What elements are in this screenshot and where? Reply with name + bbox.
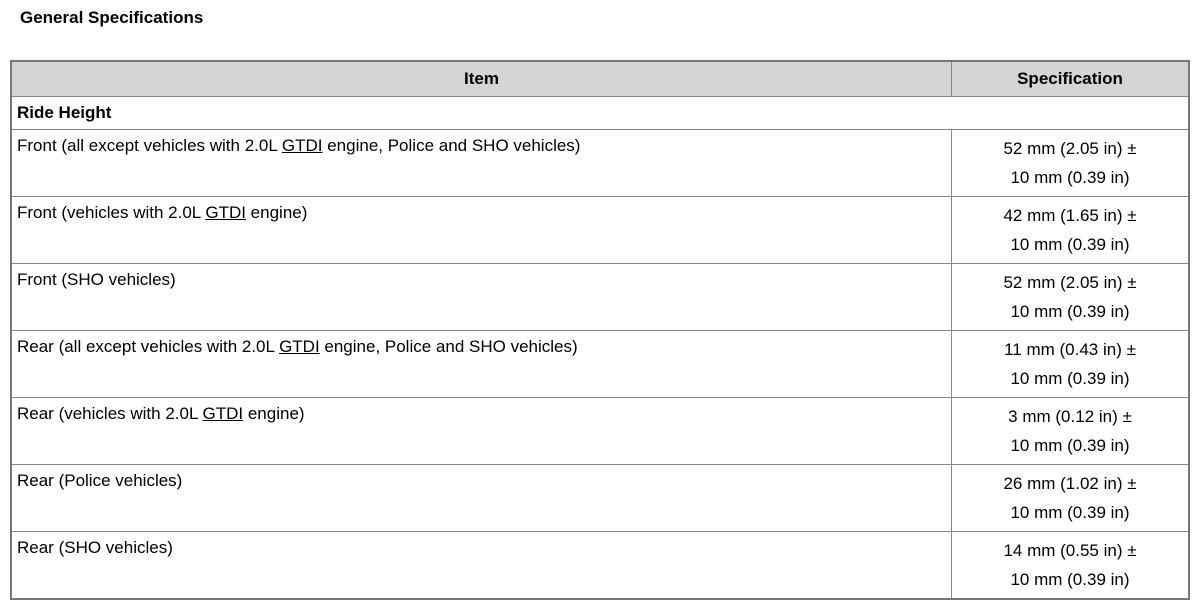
spec-cell: 26 mm (1.02 in) ± 10 mm (0.39 in) <box>951 464 1190 532</box>
item-text: Rear (Police vehicles) <box>17 471 183 490</box>
item-cell: Rear (Police vehicles) <box>10 464 952 532</box>
item-cell: Rear (all except vehicles with 2.0L GTDI… <box>10 330 952 398</box>
spec-cell: 42 mm (1.65 in) ± 10 mm (0.39 in) <box>951 196 1190 264</box>
item-text: Rear (vehicles with 2.0L <box>17 404 203 423</box>
item-text: Rear (SHO vehicles) <box>17 538 173 557</box>
spec-value: 3 mm (0.12 in) ± <box>1008 407 1132 426</box>
item-cell: Front (vehicles with 2.0L GTDI engine) <box>10 196 952 264</box>
table-row: Front (vehicles with 2.0L GTDI engine) 42… <box>10 196 1190 264</box>
spec-tolerance: 10 mm (0.39 in) <box>1010 302 1130 321</box>
spec-value: 52 mm (2.05 in) ± <box>1003 273 1137 292</box>
item-text: engine) <box>243 404 305 423</box>
table-row: Front (SHO vehicles) 52 mm (2.05 in) ± 10 … <box>10 263 1190 331</box>
table-row: Rear (SHO vehicles) 14 mm (0.55 in) ± 10 m… <box>10 531 1190 600</box>
abbreviation-link[interactable]: GTDI <box>279 337 320 356</box>
item-text: Front (all except vehicles with 2.0L <box>17 136 282 155</box>
table-row: Rear (all except vehicles with 2.0L GTDI… <box>10 330 1190 398</box>
item-text: engine, Police and SHO vehicles) <box>322 136 581 155</box>
spec-value: 26 mm (1.02 in) ± <box>1003 474 1137 493</box>
spec-tolerance: 10 mm (0.39 in) <box>1010 235 1130 254</box>
table-row: Front (all except vehicles with 2.0L GTD… <box>10 129 1190 197</box>
item-cell: Front (SHO vehicles) <box>10 263 952 331</box>
spec-cell: 52 mm (2.05 in) ± 10 mm (0.39 in) <box>951 263 1190 331</box>
spec-tolerance: 10 mm (0.39 in) <box>1010 168 1130 187</box>
item-text: engine, Police and SHO vehicles) <box>319 337 578 356</box>
spec-value: 52 mm (2.05 in) ± <box>1003 139 1137 158</box>
header-item: Item <box>10 60 952 97</box>
spec-tolerance: 10 mm (0.39 in) <box>1010 369 1130 388</box>
item-cell: Front (all except vehicles with 2.0L GTD… <box>10 129 952 197</box>
page-title: General Specifications <box>20 8 204 27</box>
spec-cell: 14 mm (0.55 in) ± 10 mm (0.39 in) <box>951 531 1190 600</box>
item-text: engine) <box>245 203 308 222</box>
spec-cell: 52 mm (2.05 in) ± 10 mm (0.39 in) <box>951 129 1190 197</box>
spec-cell: 3 mm (0.12 in) ± 10 mm (0.39 in) <box>951 397 1190 465</box>
spec-tolerance: 10 mm (0.39 in) <box>1010 570 1130 589</box>
abbreviation-link[interactable]: GTDI <box>281 136 323 155</box>
spec-tolerance: 10 mm (0.39 in) <box>1010 503 1130 522</box>
abbreviation-link[interactable]: GTDI <box>202 404 244 423</box>
abbreviation-link[interactable]: GTDI <box>205 203 246 222</box>
table-row: Rear (Police vehicles) 26 mm (1.02 in) ± 1… <box>10 464 1190 532</box>
table-row: Rear (vehicles with 2.0L GTDI engine) 3 m… <box>10 397 1190 465</box>
specifications-table: Item Specification Ride Height Front (al… <box>10 60 1190 600</box>
spec-tolerance: 10 mm (0.39 in) <box>1010 436 1130 455</box>
item-text: Rear (all except vehicles with 2.0L <box>17 337 280 356</box>
table-header-row: Item Specification <box>10 60 1190 97</box>
item-text: Front (vehicles with 2.0L <box>17 203 206 222</box>
item-cell: Rear (SHO vehicles) <box>10 531 952 600</box>
group-row: Ride Height <box>10 96 1190 130</box>
item-cell: Rear (vehicles with 2.0L GTDI engine) <box>10 397 952 465</box>
group-label: Ride Height <box>10 96 1190 130</box>
spec-value: 14 mm (0.55 in) ± <box>1003 541 1137 560</box>
spec-value: 42 mm (1.65 in) ± <box>1003 206 1137 225</box>
spec-value: 11 mm (0.43 in) ± <box>1004 340 1136 359</box>
header-specification: Specification <box>951 60 1190 97</box>
spec-cell: 11 mm (0.43 in) ± 10 mm (0.39 in) <box>951 330 1190 398</box>
item-text: Front (SHO vehicles) <box>17 270 176 289</box>
